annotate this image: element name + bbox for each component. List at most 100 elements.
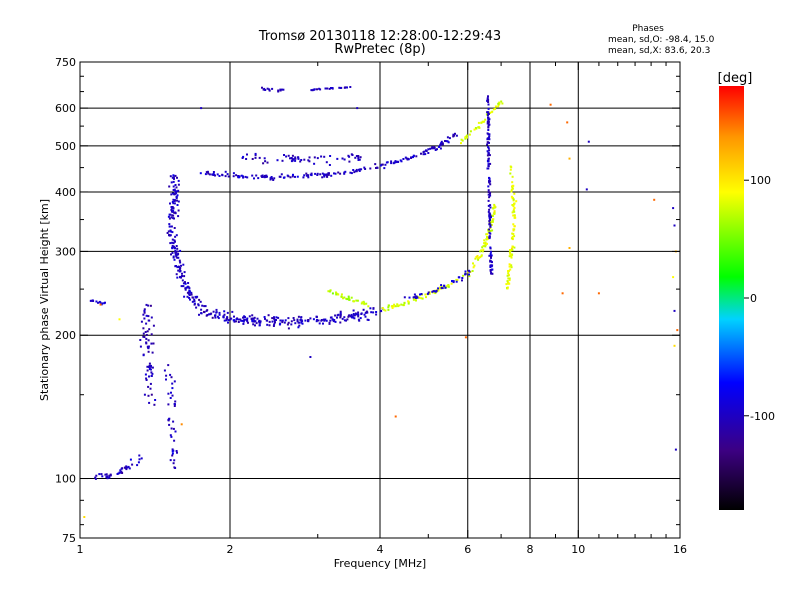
data-point [184, 288, 187, 291]
data-point [240, 174, 243, 177]
data-point [513, 225, 516, 228]
data-point [512, 198, 515, 201]
data-point [467, 271, 470, 274]
data-point [183, 275, 186, 278]
data-point [505, 283, 508, 286]
data-point [180, 276, 183, 279]
data-point [273, 323, 276, 326]
data-point [146, 330, 149, 333]
data-point [450, 282, 453, 285]
data-point [321, 176, 324, 179]
data-point [446, 284, 449, 287]
data-point [172, 202, 175, 205]
data-point [487, 210, 490, 213]
data-point [174, 190, 177, 193]
data-point [395, 161, 398, 164]
data-point [166, 232, 169, 234]
tick-labels: 1 2 4 6 8 10 16 75 100 200 300 400 500 600 750 [55, 56, 687, 556]
data-point [362, 308, 365, 311]
data-point [242, 316, 244, 319]
data-point [308, 160, 311, 163]
data-point [488, 123, 491, 126]
data-point [355, 170, 358, 173]
data-point [329, 319, 332, 322]
data-point [326, 175, 329, 178]
data-point [179, 269, 182, 272]
data-point [148, 375, 150, 378]
data-point [489, 259, 492, 262]
data-point [489, 162, 492, 165]
data-point [217, 317, 220, 320]
data-point [491, 268, 494, 271]
data-point [323, 155, 326, 158]
data-point [175, 450, 178, 452]
data-point [437, 287, 440, 290]
data-point [489, 230, 492, 232]
data-point [173, 211, 176, 214]
data-point [170, 230, 173, 233]
data-point [254, 152, 257, 155]
data-point [287, 154, 290, 157]
data-point [487, 160, 490, 163]
data-point [175, 273, 178, 276]
data-point [263, 174, 266, 177]
data-point [199, 300, 202, 303]
x-tick-label: 16 [673, 543, 687, 556]
data-point [352, 309, 355, 312]
data-point [198, 313, 200, 316]
data-point [139, 339, 142, 341]
data-point [147, 385, 150, 388]
data-point [488, 180, 490, 183]
data-point [318, 322, 321, 325]
data-point [350, 313, 353, 316]
data-point [374, 163, 377, 166]
data-point [357, 159, 360, 161]
data-point [510, 190, 513, 193]
data-point [461, 277, 464, 279]
data-point [487, 199, 490, 202]
data-point [510, 166, 513, 169]
data-point [488, 236, 491, 239]
data-point [172, 176, 175, 179]
data-point [452, 135, 455, 138]
data-point [146, 365, 149, 368]
data-point [398, 304, 401, 307]
data-point [561, 292, 564, 295]
data-point [176, 176, 178, 179]
data-point [512, 208, 515, 211]
data-point [177, 183, 180, 186]
data-point [244, 316, 246, 319]
data-point [296, 175, 299, 178]
data-point [512, 229, 515, 232]
data-point [311, 89, 314, 92]
data-point [287, 327, 290, 330]
data-point [455, 280, 458, 283]
data-point [452, 133, 455, 136]
data-point [325, 319, 328, 322]
colorbar-tick-label: 0 [750, 292, 757, 305]
data-point [506, 281, 509, 284]
data-point [487, 152, 490, 154]
data-point [201, 304, 204, 307]
data-point [174, 174, 177, 177]
data-point [175, 234, 178, 237]
data-point [168, 223, 171, 226]
data-point [264, 317, 266, 320]
data-point [358, 158, 361, 161]
data-point [95, 300, 98, 303]
data-point [264, 176, 267, 178]
data-point [263, 157, 266, 160]
data-point [168, 225, 171, 228]
data-point [511, 245, 514, 248]
data-point [125, 465, 128, 468]
data-point [184, 281, 186, 284]
data-point [486, 237, 489, 240]
data-point [287, 175, 290, 178]
data-point [568, 157, 571, 160]
data-point [482, 245, 485, 247]
data-point [488, 212, 491, 215]
y-tick-label: 200 [55, 329, 76, 342]
data-point [104, 473, 107, 476]
data-point [508, 279, 511, 282]
data-point [324, 87, 327, 90]
